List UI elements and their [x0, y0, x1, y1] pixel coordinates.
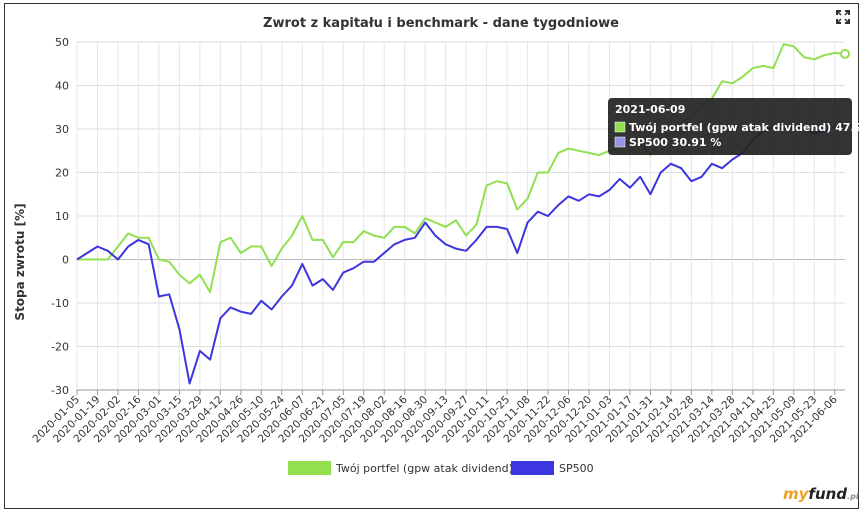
series-line-portfolio: [77, 43, 846, 294]
y-axis-label: Stopa zwrotu [%]: [13, 203, 27, 320]
legend-label-portfolio[interactable]: Twój portfel (gpw atak dividend): [335, 462, 513, 475]
tooltip: 2021-06-09 Twój portfel (gpw atak divide…: [608, 98, 865, 155]
expand-icon[interactable]: [836, 10, 850, 24]
y-tick-label: -20: [51, 341, 69, 354]
tooltip-label-portfolio: Twój portfel (gpw atak dividend): [629, 121, 831, 134]
y-tick-label: 0: [62, 254, 69, 267]
chart-frame: Zwrot z kapitału i benchmark - dane tygo…: [4, 3, 865, 509]
logo-my: my: [783, 485, 810, 503]
svg-text:myfund.pl: myfund.pl: [783, 485, 859, 503]
tooltip-value-portfolio: 47.26 %: [835, 121, 860, 134]
tooltip-value-sp500: 30.91 %: [672, 136, 722, 149]
y-tick-label: 50: [55, 36, 69, 49]
legend-label-sp500[interactable]: SP500: [559, 462, 594, 475]
chart-svg: Zwrot z kapitału i benchmark - dane tygo…: [13, 10, 865, 503]
series-lines: [76, 43, 846, 385]
legend-swatch-portfolio[interactable]: [288, 461, 331, 475]
tooltip-swatch-portfolio: [614, 121, 626, 133]
hover-markers: [840, 48, 850, 59]
grid: [76, 41, 845, 395]
tooltip-row-portfolio: Twój portfel (gpw atak dividend) 47.26 %: [629, 121, 860, 134]
chart-title: Zwrot z kapitału i benchmark - dane tygo…: [263, 16, 619, 31]
logo-fund: fund: [808, 485, 847, 503]
y-tick-label: 20: [55, 167, 69, 180]
tooltip-background: [608, 98, 852, 155]
hover-marker-portfolio: [840, 48, 850, 59]
y-tick-label: 40: [55, 80, 69, 93]
tooltip-date: 2021-06-09: [615, 103, 685, 116]
y-tick-label: -10: [51, 297, 69, 310]
y-tick-labels: -30 -20 -10 0 10 20 30 40 50: [51, 36, 69, 397]
legend-swatch-sp500[interactable]: [511, 461, 554, 475]
myfund-logo: myfund.pl: [783, 485, 859, 503]
tooltip-row-sp500: SP500 30.91 %: [629, 136, 721, 149]
y-tick-label: 30: [55, 123, 69, 136]
tooltip-swatch-sp500: [614, 136, 626, 148]
logo-pl: .pl: [847, 492, 859, 501]
tooltip-label-sp500: SP500: [629, 136, 668, 149]
y-tick-label: 10: [55, 210, 69, 223]
x-tick-labels: 2020-01-052020-01-192020-02-022020-02-16…: [30, 393, 840, 445]
y-tick-label: -30: [51, 384, 69, 397]
legend: Twój portfel (gpw atak dividend) SP500: [288, 461, 594, 475]
series-line-sp500: [76, 124, 846, 385]
